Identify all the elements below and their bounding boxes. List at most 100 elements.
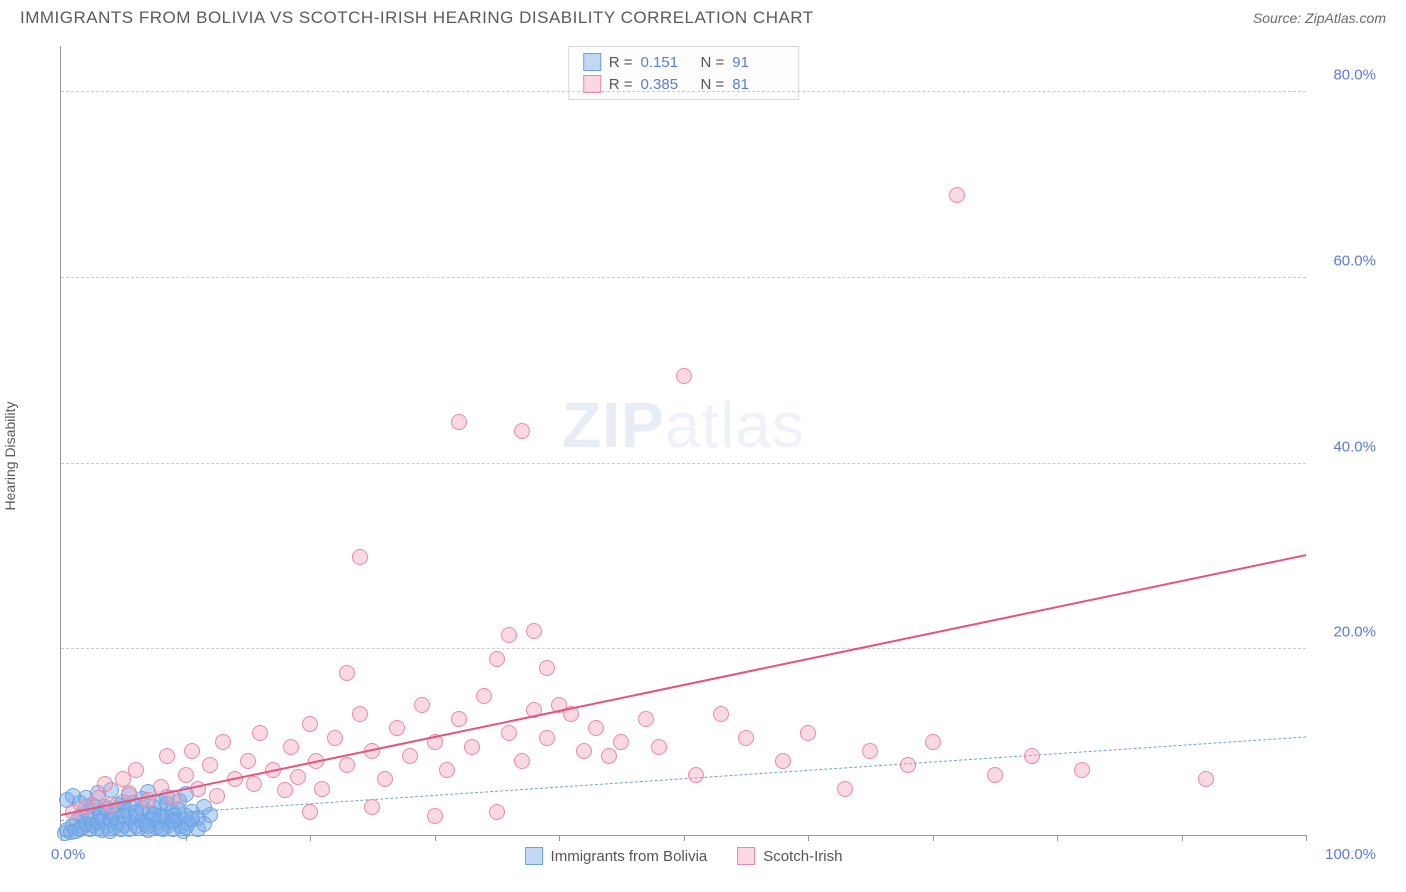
scatter-point — [539, 660, 555, 676]
scatter-point — [987, 767, 1003, 783]
legend-swatch — [583, 53, 601, 71]
scatter-point — [414, 697, 430, 713]
scatter-point — [427, 808, 443, 824]
scatter-point — [1024, 748, 1040, 764]
scatter-point — [539, 730, 555, 746]
scatter-point — [837, 781, 853, 797]
x-min-label: 0.0% — [51, 846, 85, 863]
r-label: R = — [609, 76, 633, 93]
scatter-point — [1074, 762, 1090, 778]
legend-swatch — [583, 75, 601, 93]
scatter-point — [451, 711, 467, 727]
scatter-point — [283, 739, 299, 755]
r-value: 0.385 — [641, 76, 693, 93]
scatter-point — [290, 769, 306, 785]
scatter-point — [240, 753, 256, 769]
scatter-point — [277, 782, 293, 798]
scatter-point — [209, 788, 225, 804]
legend-item: Scotch-Irish — [737, 847, 842, 865]
scatter-point — [588, 720, 604, 736]
y-axis-label: Hearing Disability — [2, 402, 18, 511]
x-tick — [1057, 835, 1058, 841]
x-tick — [808, 835, 809, 841]
gridline — [61, 91, 1306, 92]
y-tick-label: 60.0% — [1333, 253, 1376, 270]
x-tick — [559, 835, 560, 841]
scatter-point — [476, 688, 492, 704]
legend-swatch — [737, 847, 755, 865]
scatter-point — [128, 762, 144, 778]
y-tick-label: 80.0% — [1333, 67, 1376, 84]
scatter-point — [862, 743, 878, 759]
scatter-point — [302, 716, 318, 732]
scatter-point — [339, 665, 355, 681]
scatter-point — [159, 748, 175, 764]
scatter-point — [402, 748, 418, 764]
scatter-point — [900, 757, 916, 773]
scatter-point — [638, 711, 654, 727]
legend-label: Scotch-Irish — [763, 848, 842, 865]
y-tick-label: 20.0% — [1333, 624, 1376, 641]
scatter-point — [202, 757, 218, 773]
x-tick — [310, 835, 311, 841]
scatter-point — [800, 725, 816, 741]
scatter-point — [613, 734, 629, 750]
scatter-point — [775, 753, 791, 769]
scatter-point — [215, 734, 231, 750]
scatter-point — [501, 627, 517, 643]
legend-swatch — [525, 847, 543, 865]
scatter-point — [738, 730, 754, 746]
scatter-point — [327, 730, 343, 746]
scatter-point — [196, 816, 212, 832]
x-tick — [1306, 835, 1307, 841]
legend-stat-row: R = 0.151 N = 91 — [583, 51, 785, 73]
plot-area: ZIPatlas R =0.151N =91R =0.385N =81 Immi… — [60, 46, 1306, 836]
scatter-point — [302, 804, 318, 820]
x-tick — [684, 835, 685, 841]
legend-series: Immigrants from Bolivia Scotch-Irish — [525, 847, 843, 865]
n-value: 81 — [732, 76, 784, 93]
watermark: ZIPatlas — [562, 388, 805, 462]
source-label: Source: ZipAtlas.com — [1253, 10, 1386, 26]
scatter-point — [352, 549, 368, 565]
scatter-point — [688, 767, 704, 783]
x-tick — [435, 835, 436, 841]
scatter-point — [676, 368, 692, 384]
scatter-point — [439, 762, 455, 778]
scatter-point — [514, 423, 530, 439]
scatter-point — [489, 651, 505, 667]
scatter-point — [651, 739, 667, 755]
scatter-point — [464, 739, 480, 755]
scatter-point — [949, 187, 965, 203]
scatter-point — [97, 776, 113, 792]
scatter-point — [1198, 771, 1214, 787]
x-tick — [1182, 835, 1183, 841]
n-label: N = — [701, 54, 725, 71]
scatter-point — [514, 753, 530, 769]
y-tick-label: 40.0% — [1333, 438, 1376, 455]
scatter-point — [601, 748, 617, 764]
gridline — [61, 463, 1306, 464]
scatter-point — [501, 725, 517, 741]
scatter-point — [389, 720, 405, 736]
x-max-label: 100.0% — [1325, 846, 1376, 863]
n-label: N = — [701, 76, 725, 93]
scatter-point — [352, 706, 368, 722]
scatter-point — [314, 781, 330, 797]
scatter-point — [526, 623, 542, 639]
chart-container: Hearing Disability ZIPatlas R =0.151N =9… — [20, 36, 1386, 876]
scatter-point — [489, 804, 505, 820]
scatter-point — [339, 757, 355, 773]
legend-item: Immigrants from Bolivia — [525, 847, 708, 865]
scatter-point — [377, 771, 393, 787]
page-title: IMMIGRANTS FROM BOLIVIA VS SCOTCH-IRISH … — [20, 8, 814, 28]
scatter-point — [364, 799, 380, 815]
scatter-point — [252, 725, 268, 741]
scatter-point — [925, 734, 941, 750]
r-label: R = — [609, 54, 633, 71]
r-value: 0.151 — [641, 54, 693, 71]
n-value: 91 — [732, 54, 784, 71]
scatter-point — [576, 743, 592, 759]
scatter-point — [451, 414, 467, 430]
scatter-point — [178, 767, 194, 783]
